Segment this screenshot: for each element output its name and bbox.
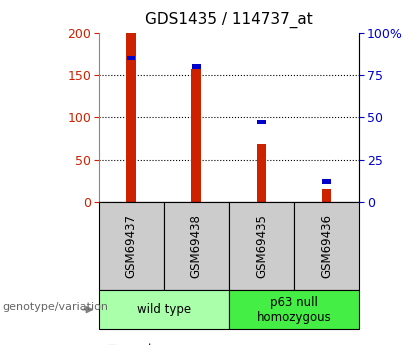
Text: count: count [122, 343, 153, 345]
Bar [322, 189, 331, 202]
Text: genotype/variation: genotype/variation [2, 302, 108, 312]
Bar [257, 120, 265, 125]
Text: wild type: wild type [137, 303, 191, 316]
Text: GSM69435: GSM69435 [255, 214, 268, 278]
Text: GSM69437: GSM69437 [125, 214, 138, 278]
Bar [257, 144, 266, 202]
Text: p63 null
homozygous: p63 null homozygous [257, 296, 331, 324]
Bar [192, 65, 200, 69]
Bar [192, 69, 201, 202]
Text: ■: ■ [107, 343, 118, 345]
Text: GSM69436: GSM69436 [320, 214, 333, 278]
Bar [323, 179, 331, 184]
Text: GDS1435 / 114737_at: GDS1435 / 114737_at [145, 12, 313, 28]
Text: GSM69438: GSM69438 [190, 214, 203, 278]
Bar [127, 56, 135, 60]
Bar [126, 33, 136, 202]
